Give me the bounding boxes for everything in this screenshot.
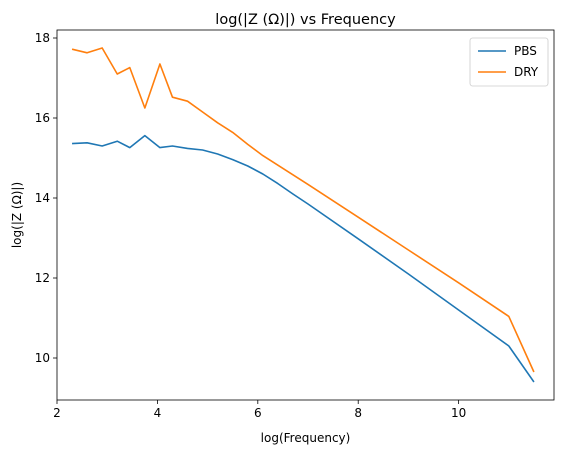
legend-box	[469, 37, 549, 87]
series-layer	[71, 47, 535, 383]
y-tick-label: 16	[35, 111, 50, 125]
plot-frame	[56, 29, 555, 401]
legend: PBS DRY	[469, 37, 549, 87]
legend-label-pbs: PBS	[514, 44, 537, 58]
y-tick-label: 18	[35, 31, 50, 45]
x-tick-label: 8	[354, 406, 362, 420]
x-tick-label: 2	[53, 406, 61, 420]
x-tick-label: 10	[451, 406, 466, 420]
x-tick-label: 4	[154, 406, 162, 420]
y-axis-label: log(|Z (Ω)|)	[10, 182, 24, 248]
series-line-pbs	[72, 134, 535, 383]
y-tick-label: 14	[35, 191, 50, 205]
chart-title: log(|Z (Ω)|) vs Frequency	[215, 12, 396, 28]
ticks-layer: 2 4 6 8 10 10 12 14 16 18	[35, 31, 467, 420]
series-line-dry	[71, 47, 535, 373]
y-tick-label: 12	[35, 271, 50, 285]
x-tick-label: 6	[254, 406, 262, 420]
y-tick-label: 10	[35, 351, 50, 365]
legend-label-dry: DRY	[514, 65, 539, 79]
x-axis-label: log(Frequency)	[261, 431, 351, 445]
